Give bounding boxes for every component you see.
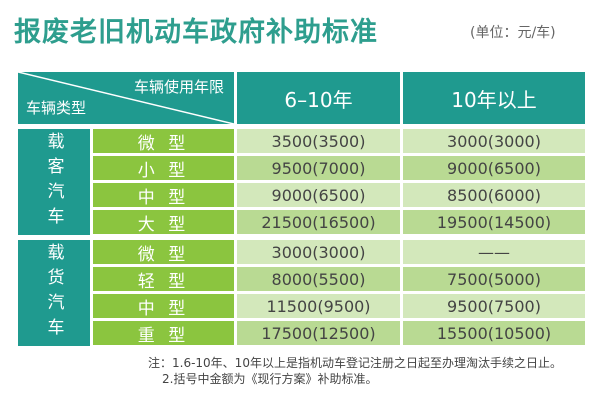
header-corner-cell: 车辆使用年限 车辆类型	[18, 72, 234, 124]
row-type: 轻 型	[93, 267, 234, 292]
footnote-1: 注：1.6-10年、10年以上是指机动车登记注册之日起至办理淘汰手续之日止。	[148, 356, 562, 370]
row-value-6-10: 3000(3000)	[237, 240, 400, 264]
corner-diagonal	[18, 72, 234, 124]
row-value-6-10: 21500(16500)	[237, 210, 400, 234]
row-type: 中 型	[93, 183, 234, 208]
header-vehicle-type-label: 车辆类型	[26, 99, 87, 117]
row-value-over-10: 19500(14500)	[403, 210, 585, 234]
header-col-over-10-years: 10年以上	[403, 72, 585, 124]
unit-label: (单位：元/车)	[470, 25, 556, 41]
header-col-6-10-years: 6–10年	[237, 72, 400, 124]
row-value-over-10: 9000(6500)	[403, 156, 585, 180]
row-type: 重 型	[93, 321, 234, 346]
page-title: 报废老旧机动车政府补助标准	[14, 17, 378, 48]
row-type: 微 型	[93, 240, 234, 265]
row-value-over-10: 7500(5000)	[403, 267, 585, 291]
footnote-2: 2.括号中金额为《现行方案》补助标准。	[162, 372, 378, 386]
row-value-over-10: 3000(3000)	[403, 129, 585, 153]
footnotes: 注：1.6-10年、10年以上是指机动车登记注册之日起至办理淘汰手续之日止。 2…	[148, 355, 562, 387]
row-value-over-10: 8500(6000)	[403, 183, 585, 207]
row-value-6-10: 8000(5500)	[237, 267, 400, 291]
row-value-6-10: 11500(9500)	[237, 294, 400, 318]
row-value-6-10: 3500(3500)	[237, 129, 400, 153]
row-type: 大 型	[93, 210, 234, 235]
group-label: 载客汽车	[43, 132, 64, 232]
row-type: 中 型	[93, 294, 234, 319]
row-type: 小 型	[93, 156, 234, 181]
group-cargo-vehicles: 载货汽车	[18, 240, 90, 346]
group-passenger-vehicles: 载客汽车	[18, 129, 90, 235]
row-type: 微 型	[93, 129, 234, 154]
row-value-over-10: ——	[403, 240, 585, 264]
group-label: 载货汽车	[43, 243, 64, 343]
row-value-6-10: 9000(6500)	[237, 183, 400, 207]
row-value-over-10: 9500(7500)	[403, 294, 585, 318]
row-value-6-10: 9500(7000)	[237, 156, 400, 180]
row-value-over-10: 15500(10500)	[403, 321, 585, 345]
row-value-6-10: 17500(12500)	[237, 321, 400, 345]
header-usage-years-label: 车辆使用年限	[133, 78, 224, 96]
